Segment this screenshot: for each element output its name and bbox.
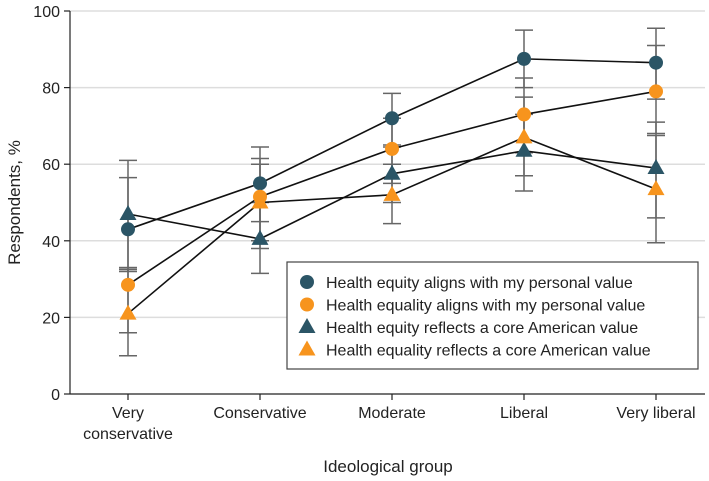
y-tick-label: 20 (42, 310, 60, 327)
y-tick-label: 100 (33, 4, 60, 21)
data-point (385, 111, 399, 126)
data-point (119, 304, 137, 320)
data-point (253, 176, 267, 191)
y-tick-label: 0 (51, 387, 60, 404)
legend-label: Health equity reflects a core American v… (326, 320, 638, 337)
legend-label: Health equity aligns with my personal va… (326, 275, 633, 292)
y-tick-label: 40 (42, 234, 60, 251)
data-point (647, 180, 665, 196)
y-axis-label: Respondents, % (5, 140, 24, 265)
x-tick-label: Very (112, 405, 144, 422)
data-point (121, 222, 135, 237)
legend-label: Health equality reflects a core American… (326, 343, 651, 360)
data-point (517, 107, 531, 122)
x-tick-label: Very liberal (616, 405, 695, 422)
data-point (517, 51, 531, 66)
data-point (251, 193, 269, 209)
data-point (515, 128, 533, 144)
y-tick-label: 80 (42, 81, 60, 98)
legend-marker (298, 340, 316, 356)
x-axis-label: Ideological group (323, 457, 452, 476)
data-point (119, 204, 137, 220)
x-tick-label: conservative (83, 426, 173, 443)
legend-marker (300, 275, 314, 289)
data-point (385, 141, 399, 156)
legend-marker (298, 318, 316, 333)
data-point (647, 159, 665, 175)
data-point (121, 277, 135, 292)
data-point (649, 84, 663, 99)
data-point (251, 229, 269, 245)
legend-box (286, 261, 699, 370)
legend: Health equity aligns with my personal va… (286, 261, 699, 370)
data-point (649, 55, 663, 70)
data-point (383, 185, 401, 201)
x-tick-label: Liberal (500, 405, 548, 422)
legend-marker (300, 297, 314, 312)
legend-label: Health equality aligns with my personal … (326, 298, 645, 315)
x-tick-label: Moderate (358, 405, 426, 422)
y-tick-label: 60 (42, 157, 60, 174)
data-point (515, 141, 533, 157)
x-tick-label: Conservative (213, 405, 306, 422)
data-point (383, 164, 401, 180)
